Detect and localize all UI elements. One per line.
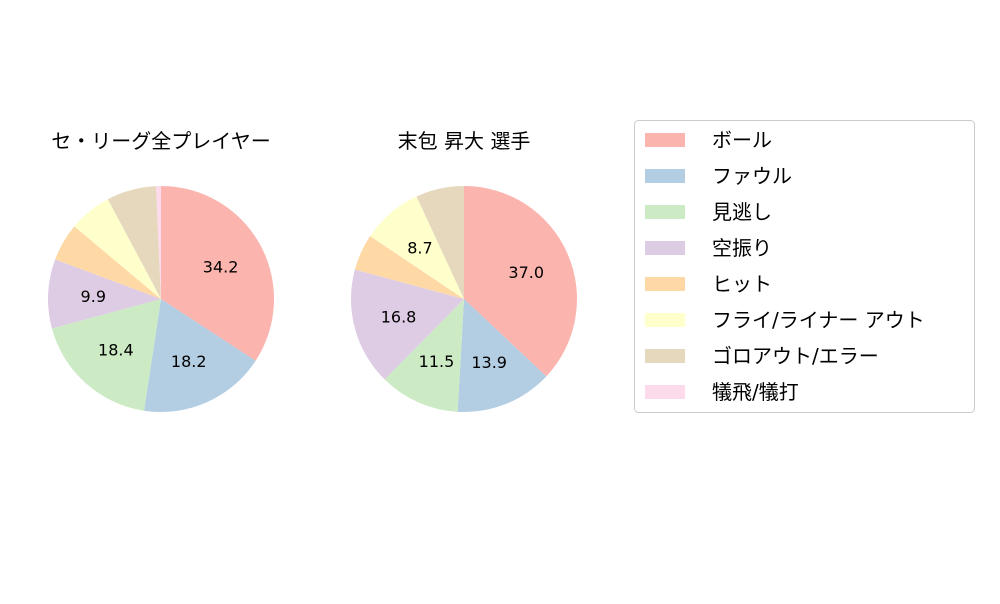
pie-slice (47, 259, 161, 329)
legend-swatch (645, 133, 685, 147)
legend-swatch (645, 241, 685, 255)
pie-slice (161, 186, 274, 361)
pie-data-label: 11.5 (419, 352, 455, 371)
pie-title-league: セ・リーグ全プレイヤー (51, 129, 270, 153)
pie-data-label: 37.0 (508, 263, 544, 282)
pie-slice (416, 186, 464, 299)
pie-data-label: 34.2 (203, 258, 239, 277)
legend-swatch (645, 313, 685, 327)
pie-slice (51, 299, 161, 411)
pie-slice (74, 199, 161, 299)
pie-data-label: 13.9 (471, 353, 507, 372)
legend-label: 空振り (712, 236, 772, 260)
pie-data-label: 9.9 (81, 287, 106, 306)
pie-data-label: 16.8 (381, 308, 417, 327)
legend-label: フライ/ライナー アウト (712, 308, 925, 332)
legend-label: ヒット (712, 272, 772, 296)
pie-title-player: 末包 昇大 選手 (398, 129, 531, 153)
legend-swatch (645, 277, 685, 291)
legend-label: ボール (712, 128, 772, 152)
legend-label: ゴロアウト/エラー (712, 344, 879, 368)
legend-frame (634, 120, 975, 413)
pie-slice (457, 299, 547, 412)
pie-slice (464, 186, 577, 377)
pie-slice (55, 226, 162, 299)
legend-swatch (645, 349, 685, 363)
legend-swatch (645, 385, 685, 399)
pie-slice (350, 269, 464, 380)
pie-slice (384, 299, 464, 412)
legend-swatch (645, 169, 685, 183)
pie-data-label: 8.7 (407, 238, 432, 257)
pie-slice (144, 299, 256, 413)
legend-label: 見逃し (712, 200, 772, 224)
legend-label: 犠飛/犠打 (712, 380, 799, 404)
pie-data-label: 18.2 (171, 352, 207, 371)
pie-slice (156, 186, 161, 299)
pie-slice (354, 236, 464, 299)
pie-slice (370, 196, 464, 299)
pie-slice (107, 186, 161, 299)
legend-label: ファウル (712, 164, 792, 188)
legend-swatch (645, 205, 685, 219)
pie-data-label: 18.4 (98, 341, 134, 360)
